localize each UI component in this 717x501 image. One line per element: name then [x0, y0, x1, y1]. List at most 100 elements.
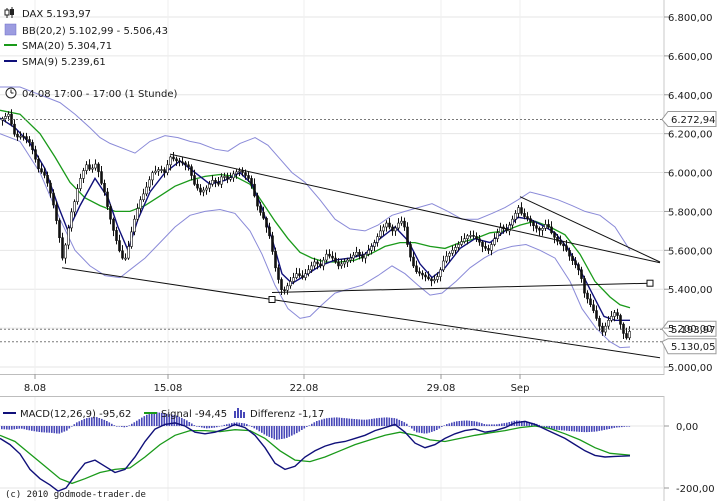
macd-histogram-bar [286, 426, 288, 438]
candle-body [262, 212, 265, 219]
macd-histogram-bar [571, 426, 573, 432]
macd-histogram-bar [371, 418, 373, 426]
macd-histogram-bar [446, 424, 448, 426]
macd-histogram-bar [76, 422, 78, 426]
candle-body [73, 201, 76, 213]
candle-body [370, 246, 373, 251]
macd-histogram-bar [66, 426, 68, 431]
macd-histogram-bar [408, 426, 411, 427]
macd-histogram-bar [186, 420, 188, 426]
candle-body [112, 218, 115, 231]
trendline [169, 153, 661, 264]
candle-body [352, 254, 355, 259]
time-tick-label: Sep [511, 383, 530, 394]
candle-body [343, 261, 346, 265]
macd-histogram-bar [216, 426, 218, 428]
candle-body [550, 226, 553, 234]
macd-tick-label: 0,00 [676, 422, 698, 433]
candle-body [283, 289, 286, 292]
candle-body [193, 175, 196, 185]
candle-body [142, 193, 145, 200]
macd-histogram-bar [316, 421, 318, 426]
macd-histogram-bar [298, 426, 301, 432]
macd-histogram-bar [241, 423, 243, 426]
candle-body [205, 187, 208, 191]
bollinger-bands [0, 86, 631, 349]
sma9-line [0, 117, 630, 321]
macd-histogram-bar [553, 426, 556, 430]
candle-body [487, 248, 490, 251]
candle-body [13, 123, 16, 135]
macd-histogram-bar [328, 417, 331, 426]
candle-body [241, 170, 244, 173]
candle-body [595, 310, 598, 319]
candle-body [94, 163, 97, 169]
candle-body [373, 242, 376, 247]
macd-histogram-bar [321, 419, 323, 426]
candle-body [19, 135, 22, 138]
candle-body [22, 135, 25, 138]
macd-histogram-bar [251, 426, 253, 427]
candle-body [325, 253, 328, 261]
macd-histogram-bar [443, 425, 446, 426]
macd-histogram-bar [428, 426, 431, 433]
macd-histogram-bar [163, 413, 166, 426]
candle-body [76, 188, 79, 203]
macd-histogram-bar [591, 426, 593, 432]
candle-body [475, 236, 478, 239]
trendline [61, 267, 273, 300]
macd-histogram-bar [348, 418, 351, 426]
candle-body [133, 218, 136, 233]
macd-histogram-bar [386, 417, 388, 426]
candle-body [178, 160, 181, 163]
macd-histogram-bar [133, 422, 136, 426]
candle-body [409, 244, 412, 258]
macd-histogram-bar [41, 426, 43, 433]
candle-body [382, 226, 385, 232]
macd-histogram-bar [486, 424, 488, 426]
time-tick-label: 8.08 [24, 383, 46, 394]
macd-histogram-bar [581, 426, 583, 432]
candle-body [568, 250, 571, 257]
macd-histogram-bar [523, 421, 526, 426]
macd-histogram-bar [453, 421, 456, 426]
macd-histogram-bar [206, 426, 208, 429]
candle-body [535, 225, 538, 229]
macd-histogram-bar [411, 426, 413, 429]
candle-body [97, 163, 100, 172]
macd-histogram-bar [113, 425, 116, 426]
macd-histogram-bar [141, 417, 143, 426]
bb-upper-band [0, 86, 631, 251]
price-y-axis: 5.000,00 5.200,00 5.400,00 5.600,00 5.800,00… [664, 13, 713, 374]
candle-body [148, 179, 151, 188]
macd-histogram-bar [573, 426, 576, 432]
macd-histogram-bar [88, 417, 91, 426]
trendline [271, 299, 661, 359]
macd-histogram-bar [116, 426, 118, 427]
candle-body [7, 113, 10, 117]
macd-histogram-bar [628, 426, 631, 427]
candle-body [607, 319, 610, 327]
macd-histogram-bar [461, 420, 463, 426]
candle-body [103, 183, 106, 193]
macd-histogram-bar [508, 422, 511, 426]
candle-body [469, 235, 472, 237]
macd-histogram-bar [551, 426, 553, 429]
candle-body [619, 315, 622, 325]
candle-body [361, 254, 364, 259]
macd-histogram-bar [498, 423, 501, 426]
candle-body [40, 168, 43, 173]
macd-histogram-bar [361, 419, 363, 426]
macd-histogram-bar [36, 426, 38, 432]
candle-body [484, 246, 487, 249]
macd-histogram-bar [153, 412, 156, 426]
macd-histogram-bar [381, 417, 383, 426]
macd-histogram-bar [438, 426, 441, 429]
candle-body [136, 208, 139, 220]
macd-histogram-bar [78, 421, 81, 426]
macd-histogram-bar [318, 420, 321, 426]
candle-body [229, 177, 232, 180]
candlesticks [1, 109, 631, 341]
macd-histogram-bar [283, 426, 286, 439]
macd-histogram-bar [296, 426, 298, 434]
